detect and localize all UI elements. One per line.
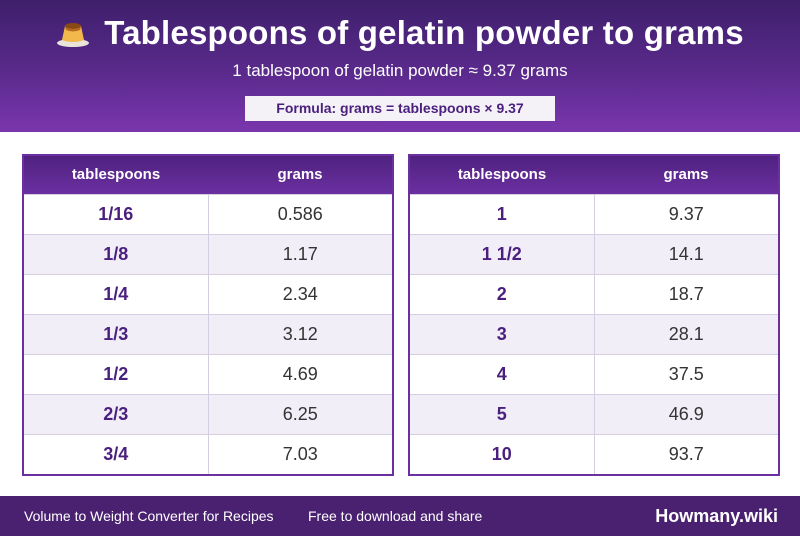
- tablespoons-cell: 2: [410, 275, 595, 314]
- table-row: 1/8 1.17: [24, 234, 392, 274]
- grams-cell: 28.1: [668, 324, 704, 344]
- header-banner: Tablespoons of gelatin powder to grams 1…: [0, 0, 800, 132]
- page-title: Tablespoons of gelatin powder to grams: [0, 14, 800, 52]
- table-row: 5 46.9: [410, 394, 778, 434]
- grams-cell: 18.7: [668, 284, 704, 304]
- tablespoons-cell: 1/4: [24, 275, 209, 314]
- title-text: Tablespoons of gelatin powder to grams: [104, 14, 744, 51]
- grams-cell: 4.69: [282, 364, 318, 384]
- table-row: 2/3 6.25: [24, 394, 392, 434]
- tablespoons-cell: 2/3: [24, 395, 209, 434]
- subtitle: 1 tablespoon of gelatin powder ≈ 9.37 gr…: [232, 61, 568, 80]
- grams-cell: 6.25: [282, 404, 318, 424]
- grams-cell: 0.586: [277, 204, 323, 224]
- conversion-table-left: tablespoons grams 1/16 0.586 1/8 1.17 1/4 2.3…: [22, 154, 394, 476]
- column-header-grams: grams: [663, 166, 709, 183]
- table-row: 4 37.5: [410, 354, 778, 394]
- footer-bar: Volume to Weight Converter for Recipes F…: [0, 496, 800, 536]
- grams-cell: 9.37: [668, 204, 704, 224]
- footer-share-text: Free to download and share: [308, 508, 483, 524]
- flan-pudding-icon: [57, 23, 90, 47]
- table-row: 1/4 2.34: [24, 274, 392, 314]
- table-header: tablespoons grams: [410, 156, 778, 194]
- formula-box: Formula: grams = tablespoons × 9.37: [245, 96, 555, 121]
- tablespoons-cell: 3: [410, 315, 595, 354]
- tablespoons-cell: 1/3: [24, 315, 209, 354]
- tablespoons-cell: 10: [410, 435, 595, 474]
- conversion-table-right: tablespoons grams 1 9.37 1 1/2 14.1 2 18.7 3 28…: [408, 154, 780, 476]
- table-header: tablespoons grams: [24, 156, 392, 194]
- table-row: 1 9.37: [410, 194, 778, 234]
- table-row: 1/16 0.586: [24, 194, 392, 234]
- grams-cell: 1.17: [282, 244, 318, 264]
- grams-cell: 3.12: [282, 324, 318, 344]
- table-row: 3 28.1: [410, 314, 778, 354]
- tablespoons-cell: 4: [410, 355, 595, 394]
- column-header-grams: grams: [277, 166, 323, 183]
- grams-cell: 37.5: [668, 364, 704, 384]
- column-header-tablespoons: tablespoons: [457, 166, 547, 183]
- footer-converter-text: Volume to Weight Converter for Recipes: [24, 508, 274, 524]
- grams-cell: 46.9: [668, 404, 704, 424]
- column-header-tablespoons: tablespoons: [71, 166, 161, 183]
- table-row: 1 1/2 14.1: [410, 234, 778, 274]
- tablespoons-cell: 1/8: [24, 235, 209, 274]
- table-row: 1/3 3.12: [24, 314, 392, 354]
- grams-cell: 7.03: [282, 444, 318, 464]
- tablespoons-cell: 3/4: [24, 435, 209, 474]
- tablespoons-cell: 1/16: [24, 195, 209, 234]
- tablespoons-cell: 1/2: [24, 355, 209, 394]
- brand-logo-text[interactable]: Howmany.wiki: [655, 506, 778, 526]
- table-row: 2 18.7: [410, 274, 778, 314]
- grams-cell: 93.7: [668, 444, 704, 464]
- tablespoons-cell: 5: [410, 395, 595, 434]
- table-row: 1/2 4.69: [24, 354, 392, 394]
- tablespoons-cell: 1 1/2: [410, 235, 595, 274]
- grams-cell: 14.1: [668, 244, 704, 264]
- table-row: 3/4 7.03: [24, 434, 392, 474]
- tablespoons-cell: 1: [410, 195, 595, 234]
- table-row: 10 93.7: [410, 434, 778, 474]
- grams-cell: 2.34: [282, 284, 318, 304]
